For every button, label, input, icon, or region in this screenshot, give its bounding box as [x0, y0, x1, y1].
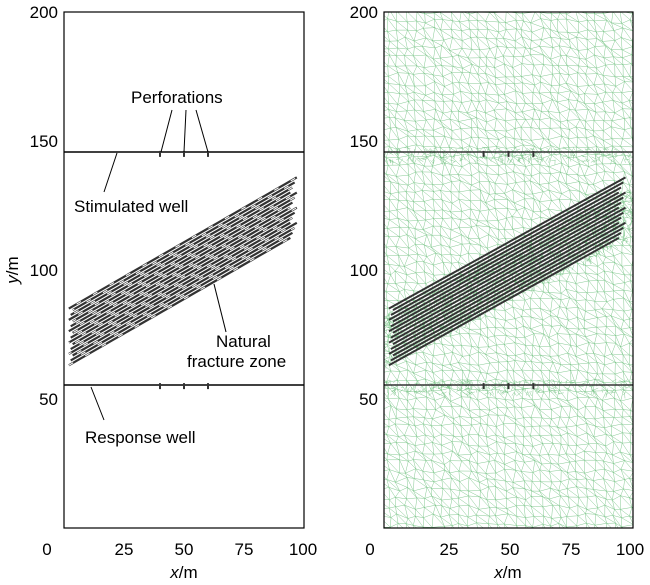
mesh-coarse-elements: [384, 12, 633, 528]
left-panel-geometry: Perforations Stimulated well Natural fra…: [3, 3, 317, 582]
left-fracture-line-12: [72, 191, 298, 323]
left-fracture-segment-gaps-16: [68, 176, 298, 309]
right-fracture-line-4: [388, 221, 627, 355]
right-x-tick-0: 0: [365, 540, 374, 559]
left-x-tick-100: 100: [289, 540, 317, 559]
left-x-tick-0: 0: [42, 540, 51, 559]
right-fracture-line-7: [388, 211, 624, 344]
right-x-tick-75: 75: [562, 540, 581, 559]
left-x-tick-75: 75: [235, 540, 254, 559]
right-plot-frame: [383, 11, 634, 529]
right-y-tick-100: 100: [350, 261, 378, 280]
left-fracture-segment-gaps-11: [70, 197, 295, 327]
right-fracture-line-5: [390, 221, 620, 350]
right-natural-fracture-zone: [388, 176, 627, 367]
left-fracture-segment-gaps-5: [70, 222, 291, 350]
right-x-axis-label: x/m: [493, 563, 521, 582]
right-fracture-line-11: [390, 196, 624, 328]
natural-fracture-leader: [213, 283, 227, 333]
response-well-label: Response well: [85, 428, 196, 447]
right-y-tick-150: 150: [350, 132, 378, 151]
right-fracture-line-6: [392, 216, 622, 346]
right-fracture-line-3: [392, 226, 624, 357]
left-fracture-segment-gaps-10: [68, 202, 293, 332]
perforations-label: Perforations: [131, 88, 223, 107]
right-panel-mesh: 200 150 100 50 0 25 50 75 100 x/m: [350, 3, 645, 582]
left-fracture-segment-gaps-2: [70, 232, 293, 361]
right-fracture-line-10: [388, 201, 622, 333]
left-x-axis-label: x/m: [169, 563, 197, 582]
left-fracture-line-15: [72, 181, 296, 312]
right-perforation-ticks: [482, 150, 535, 390]
right-fracture-line-13: [388, 191, 620, 321]
left-fracture-segment-gaps-6: [72, 217, 293, 345]
left-y-tick-200: 200: [30, 3, 58, 22]
perforations-leader-2: [183, 109, 187, 153]
right-y-tick-50: 50: [359, 390, 378, 409]
natural-fracture-label-line1: Natural: [216, 332, 271, 351]
right-fracture-line-2: [390, 231, 622, 362]
right-x-tick-50: 50: [501, 540, 520, 559]
right-fracture-line-1: [388, 237, 620, 367]
right-fracture-line-12: [392, 191, 627, 323]
natural-fracture-label-line2: fracture zone: [187, 352, 286, 371]
right-fracture-line-9: [392, 206, 620, 334]
right-y-tick-200: 200: [350, 3, 378, 22]
left-x-tick-25: 25: [115, 540, 134, 559]
left-y-tick-150: 150: [30, 132, 58, 151]
left-fracture-segment-gaps-9: [72, 207, 291, 334]
left-fracture-segment-gaps-4: [68, 222, 298, 355]
perforations-leader-3: [195, 109, 209, 153]
left-y-axis-label: y/m: [3, 256, 22, 284]
stimulated-well-label: Stimulated well: [74, 197, 188, 216]
left-fracture-segment-gaps-13: [68, 192, 291, 321]
stimulated-well-leader: [103, 152, 118, 193]
right-x-tick-100: 100: [616, 540, 644, 559]
left-fracture-segment-gaps-1: [68, 237, 291, 366]
perforations-leader-1: [160, 109, 173, 153]
right-fracture-line-14: [390, 186, 622, 316]
left-natural-fracture-zone: [68, 176, 298, 367]
left-y-tick-100: 100: [30, 261, 58, 280]
left-fracture-segment-gaps-7: [68, 212, 295, 344]
response-well-leader: [90, 386, 105, 421]
left-fracture-segment-gaps-14: [70, 187, 293, 316]
left-y-tick-50: 50: [39, 390, 58, 409]
right-fracture-line-15: [392, 181, 624, 311]
right-fracture-line-8: [390, 206, 627, 339]
left-x-tick-50: 50: [175, 540, 194, 559]
left-plot-frame: [63, 11, 305, 529]
right-fracture-line-16: [388, 176, 627, 310]
right-x-tick-25: 25: [440, 540, 459, 559]
left-fracture-line-3: [72, 226, 296, 357]
left-fracture-segment-gaps-8: [70, 207, 298, 339]
